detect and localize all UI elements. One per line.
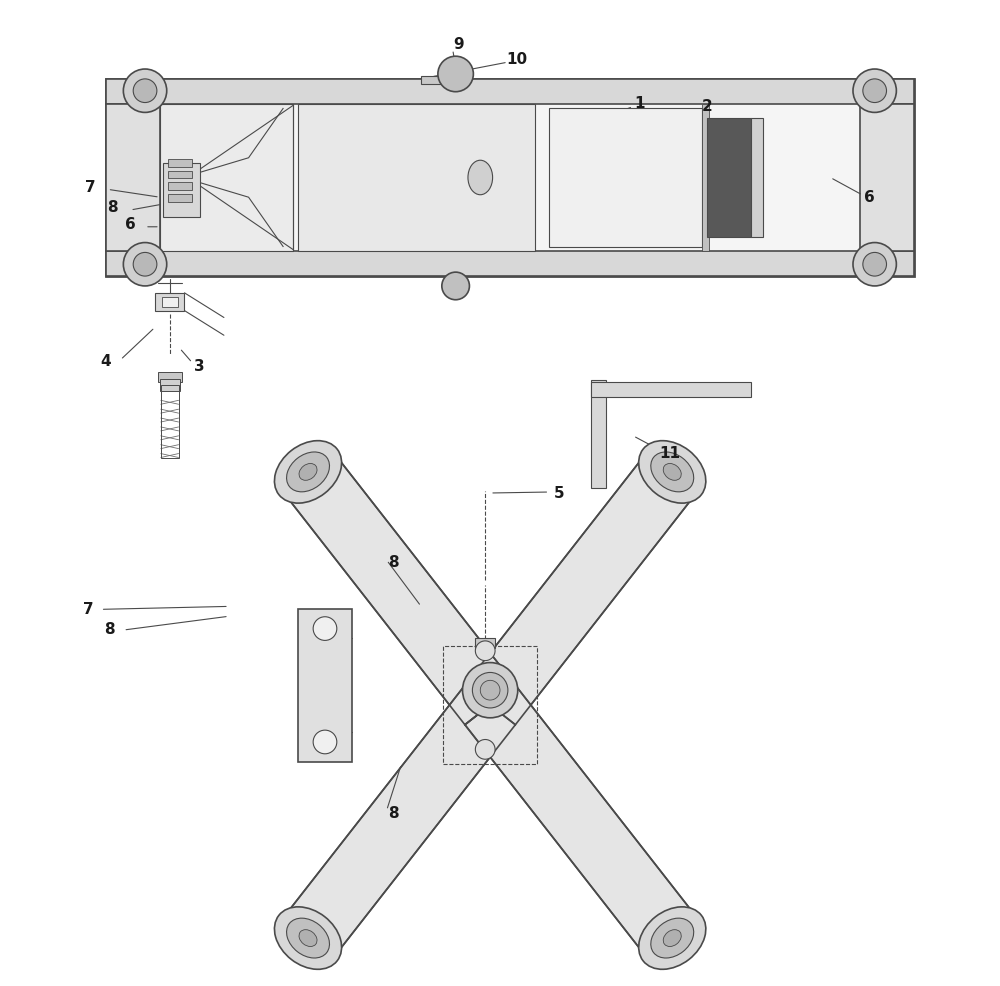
Bar (155, 293, 184, 311)
Ellipse shape (663, 930, 681, 947)
Text: 8: 8 (107, 199, 118, 215)
Polygon shape (591, 380, 606, 488)
Circle shape (123, 69, 167, 112)
Polygon shape (465, 453, 698, 725)
Polygon shape (283, 453, 515, 725)
Ellipse shape (468, 160, 493, 194)
Bar (751, 118, 763, 237)
Circle shape (442, 272, 469, 300)
Text: 8: 8 (388, 554, 399, 570)
Text: 4: 4 (100, 354, 111, 370)
Ellipse shape (639, 907, 706, 969)
Bar (549, 108, 702, 246)
Bar (162, 297, 178, 307)
Circle shape (133, 252, 157, 276)
Bar (106, 104, 160, 251)
Polygon shape (283, 685, 515, 957)
Ellipse shape (287, 452, 329, 492)
Bar (106, 79, 914, 276)
Bar (160, 104, 293, 251)
Bar (475, 638, 495, 648)
Text: 1: 1 (635, 96, 645, 111)
Polygon shape (465, 685, 698, 957)
Circle shape (475, 740, 495, 759)
Text: 8: 8 (388, 806, 399, 821)
Bar (443, 646, 537, 764)
Text: 7: 7 (83, 601, 93, 617)
Bar (168, 194, 192, 202)
Bar (158, 372, 182, 382)
Bar (298, 104, 535, 251)
Bar (168, 171, 192, 178)
Text: 6: 6 (864, 189, 875, 205)
Ellipse shape (299, 463, 317, 480)
Bar (298, 609, 352, 762)
Polygon shape (591, 382, 751, 397)
Circle shape (472, 672, 508, 708)
Text: 7: 7 (85, 179, 96, 195)
Ellipse shape (274, 441, 342, 503)
Bar (163, 163, 200, 217)
Text: 10: 10 (506, 51, 527, 67)
Circle shape (480, 680, 500, 700)
Text: 8: 8 (104, 621, 115, 637)
Circle shape (853, 243, 896, 286)
Bar (161, 385, 179, 458)
Text: 11: 11 (659, 446, 680, 461)
Ellipse shape (663, 463, 681, 480)
Text: 3: 3 (194, 359, 205, 375)
Text: 9: 9 (453, 36, 464, 52)
Circle shape (853, 69, 896, 112)
Ellipse shape (299, 930, 317, 947)
Ellipse shape (287, 918, 329, 958)
Text: 5: 5 (554, 485, 564, 501)
Bar (106, 251, 914, 276)
Circle shape (863, 79, 887, 103)
Circle shape (438, 56, 473, 92)
Ellipse shape (651, 918, 694, 958)
Bar (168, 182, 192, 190)
Circle shape (133, 79, 157, 103)
Bar (421, 76, 446, 84)
Text: 2: 2 (702, 99, 712, 114)
Ellipse shape (639, 441, 706, 503)
Bar (168, 159, 192, 167)
Circle shape (475, 641, 495, 661)
Circle shape (313, 730, 337, 754)
Bar (106, 79, 914, 104)
Bar (160, 379, 180, 391)
Circle shape (313, 617, 337, 641)
Bar (860, 104, 914, 251)
Bar (702, 104, 709, 251)
Ellipse shape (274, 907, 342, 969)
Bar (707, 118, 751, 237)
Ellipse shape (651, 452, 694, 492)
Circle shape (463, 663, 518, 718)
Circle shape (123, 243, 167, 286)
Text: 6: 6 (125, 217, 136, 233)
Circle shape (863, 252, 887, 276)
